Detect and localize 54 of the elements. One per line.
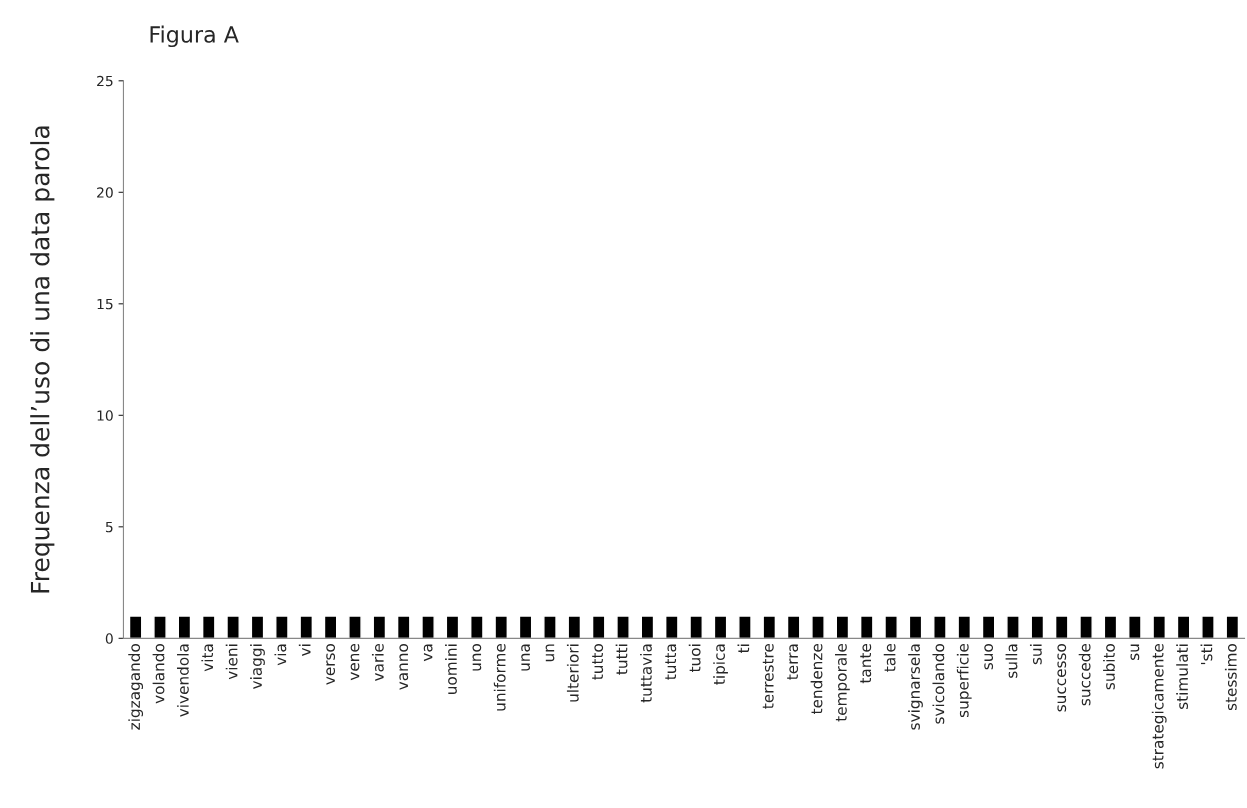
x-tick-label: superficie — [956, 644, 972, 718]
x-tick-label: terra — [787, 644, 799, 680]
x-tick-label: subito — [1103, 644, 1115, 690]
x-tick-label: stessimo — [1224, 644, 1237, 711]
x-tick-label: vi — [298, 644, 311, 657]
chart-title: Figura A — [150, 25, 239, 48]
x-tick-label: verso — [326, 644, 336, 685]
x-tick-label: tale — [883, 643, 896, 672]
y-tick-label: 10 — [97, 410, 113, 421]
x-tick-label: vene — [350, 644, 360, 681]
y-tick-label: 0 — [105, 633, 113, 644]
y-tick-label: 15 — [97, 298, 113, 310]
x-tick-label: tipica — [713, 644, 728, 685]
x-tick-label: suo — [984, 644, 994, 670]
x-tick-label: vivendola — [176, 644, 189, 717]
x-tick-label: uniforme — [493, 643, 506, 711]
x-tick-label: strategicamente — [1151, 643, 1167, 769]
x-tick-label: svicolando — [932, 644, 945, 724]
x-tick-label: ulteriori — [566, 644, 579, 702]
y-tick-label: 5 — [105, 521, 113, 533]
x-tick-label: ti — [737, 644, 750, 653]
x-tick-label: sui — [1029, 644, 1042, 665]
x-tick-label: tutta — [665, 644, 677, 680]
x-tick-label: un — [545, 644, 555, 662]
x-tick-label: tante — [860, 643, 872, 684]
x-tick-label: volando — [152, 644, 165, 704]
y-tick-label: 20 — [97, 187, 113, 198]
x-tick-label: via — [274, 644, 287, 666]
x-tick-label: sulla — [1005, 644, 1018, 678]
x-tick-label: vieni — [225, 644, 238, 680]
x-tick-label: succede — [1078, 644, 1091, 706]
x-tick-label: stimulati — [1176, 644, 1189, 709]
x-tick-label: varie — [371, 644, 384, 682]
x-tick-label: va — [423, 644, 433, 662]
x-tick-label: uomini — [445, 644, 457, 694]
x-tick-label: vita — [201, 644, 214, 672]
x-tick-label: vanno — [399, 644, 409, 690]
x-tick-label: su — [1130, 644, 1140, 660]
y-tick-label: 25 — [97, 75, 113, 87]
x-tick-label: terrestre — [762, 643, 774, 709]
x-tick-label: 'sti — [1200, 644, 1213, 665]
x-tick-label: una — [521, 644, 530, 671]
x-tick-label: tutti — [615, 644, 628, 675]
x-tick-label: tuoi — [688, 644, 701, 673]
x-tick-label: tutto — [592, 644, 604, 680]
x-tick-label: uno — [472, 644, 482, 671]
y-axis-title: Frequenza dell’uso di una data parola — [30, 126, 55, 593]
x-tick-label: tendenze — [810, 644, 823, 715]
x-tick-label: tuttavia — [640, 644, 652, 703]
x-tick-label: temporale — [835, 644, 850, 722]
x-tick-label: viaggi — [250, 644, 265, 690]
x-tick-label: zigzagando — [128, 644, 144, 730]
x-tick-label: successo — [1057, 644, 1067, 712]
x-tick-label: svignarsela — [908, 644, 923, 730]
